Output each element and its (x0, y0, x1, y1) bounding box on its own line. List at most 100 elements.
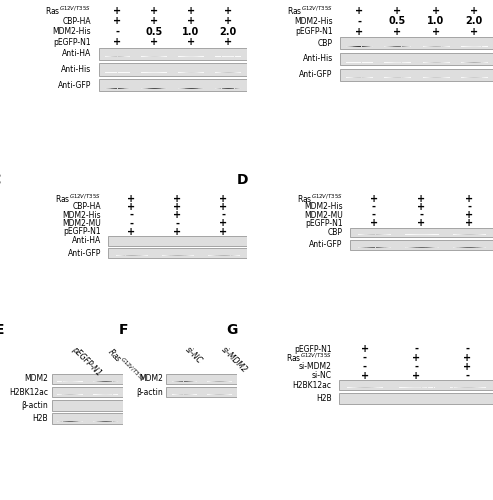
Bar (218, 72, 219, 73)
Bar (143, 56, 144, 57)
Bar (179, 56, 180, 57)
Bar (204, 72, 205, 73)
Bar (196, 72, 197, 73)
Bar (130, 56, 131, 57)
Bar (201, 56, 202, 57)
Bar (115, 56, 116, 57)
Bar (158, 72, 159, 73)
Bar (357, 46, 358, 47)
Bar (128, 56, 129, 57)
Bar (224, 56, 225, 57)
Bar (217, 72, 218, 73)
Bar (223, 56, 224, 57)
Bar (117, 72, 118, 73)
Bar (125, 56, 126, 57)
Bar (150, 56, 151, 57)
Bar (130, 72, 131, 73)
Text: CBP-HA: CBP-HA (63, 17, 91, 26)
Bar (165, 72, 166, 73)
Bar (195, 88, 196, 89)
Bar (231, 56, 232, 57)
Bar (165, 56, 166, 57)
Bar (227, 56, 228, 57)
Bar (235, 56, 236, 57)
Bar (150, 56, 151, 58)
Bar (215, 56, 216, 57)
Bar (184, 88, 185, 89)
Bar (166, 72, 167, 73)
Bar (233, 72, 234, 73)
Bar (201, 56, 202, 57)
Bar (437, 46, 438, 47)
Bar (121, 72, 122, 73)
Bar (228, 72, 229, 73)
Bar (118, 88, 119, 89)
Bar (160, 56, 161, 57)
Bar (163, 72, 164, 73)
Bar (148, 72, 149, 73)
Bar (178, 72, 179, 73)
Bar (178, 56, 179, 57)
Bar (487, 46, 488, 47)
Bar (196, 56, 197, 57)
Bar (186, 88, 187, 89)
Bar (200, 56, 201, 57)
Bar (239, 72, 240, 73)
Bar (181, 72, 182, 73)
Bar (118, 72, 119, 73)
Bar (182, 56, 183, 57)
Bar (204, 56, 205, 57)
Bar (350, 46, 351, 47)
Bar (427, 46, 428, 47)
Bar (181, 56, 182, 57)
Bar (111, 72, 112, 73)
Bar (123, 56, 124, 57)
Bar (240, 72, 241, 73)
Bar (126, 72, 127, 73)
Bar (198, 56, 199, 58)
Bar (165, 72, 166, 73)
Bar (108, 72, 109, 73)
Bar (240, 72, 241, 73)
Bar (215, 56, 216, 57)
Bar (124, 56, 125, 57)
Bar (187, 56, 188, 57)
Bar (120, 72, 121, 73)
Bar (231, 56, 232, 57)
Bar (158, 56, 159, 57)
Bar (147, 56, 148, 57)
Text: +: + (418, 194, 425, 203)
Bar (359, 46, 360, 47)
Bar (166, 56, 167, 57)
Bar (107, 72, 108, 73)
Bar (224, 56, 225, 57)
Bar (115, 56, 116, 57)
Bar (218, 56, 219, 58)
Bar (181, 56, 182, 57)
Bar (125, 72, 126, 73)
Bar (124, 56, 125, 57)
Bar (142, 72, 143, 73)
Bar (114, 72, 115, 73)
Bar (221, 72, 222, 73)
Bar (215, 72, 216, 73)
Bar (143, 72, 144, 73)
Bar (158, 56, 159, 58)
Bar (154, 56, 155, 57)
Bar (160, 72, 161, 73)
Bar (112, 56, 113, 57)
Bar (358, 46, 359, 47)
Bar (149, 56, 150, 57)
Bar (235, 56, 236, 57)
Bar (164, 72, 165, 73)
Bar (112, 72, 113, 73)
Bar (194, 56, 195, 57)
Bar (233, 56, 234, 57)
Bar (128, 72, 129, 73)
Bar (238, 88, 239, 89)
Bar (149, 56, 150, 57)
Bar (151, 56, 152, 58)
Bar (231, 56, 232, 57)
Bar (203, 56, 204, 57)
Bar (163, 56, 164, 57)
